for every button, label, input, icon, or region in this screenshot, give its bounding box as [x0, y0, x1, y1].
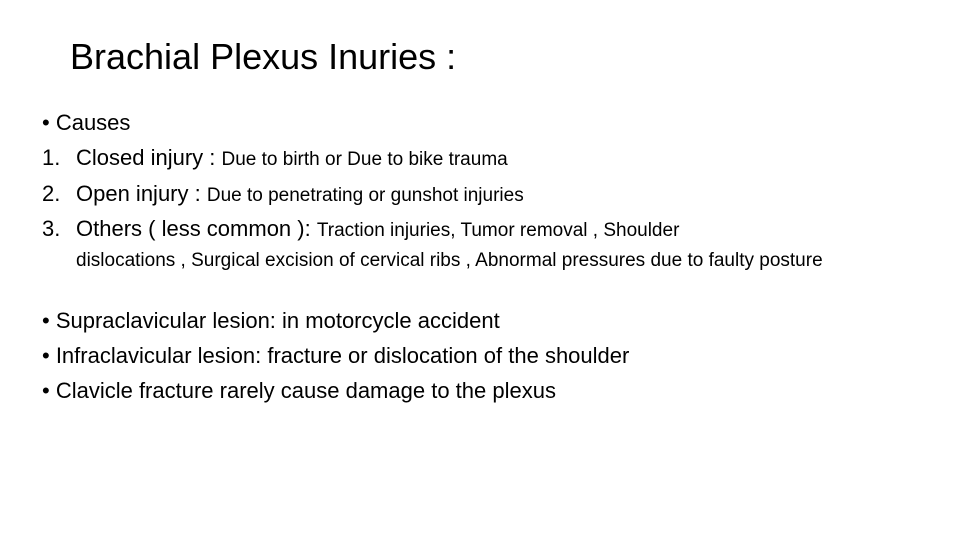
cause-item-2: 2.Open injury : Due to penetrating or gu… — [40, 177, 920, 211]
slide-content: • Causes 1.Closed injury : Due to birth … — [40, 106, 920, 407]
item-sub: Due to penetrating or gunshot injuries — [207, 185, 524, 206]
cause-item-3-continuation: dislocations , Surgical excision of cerv… — [76, 248, 920, 275]
lesion-bullet-2: • Infraclavicular lesion: fracture or di… — [40, 339, 920, 372]
item-number: 3. — [42, 212, 76, 245]
causes-heading: • Causes — [40, 106, 920, 139]
item-number: 1. — [42, 141, 76, 174]
slide-title: Brachial Plexus Inuries : — [70, 36, 920, 78]
item-main: Others ( less common ): — [76, 216, 317, 241]
item-sub: Due to birth or Due to bike trauma — [222, 149, 508, 170]
item-main: Closed injury : — [76, 145, 222, 170]
cause-item-1: 1.Closed injury : Due to birth or Due to… — [40, 141, 920, 175]
lesion-bullet-3: • Clavicle fracture rarely cause damage … — [40, 374, 920, 407]
item-number: 2. — [42, 177, 76, 210]
lesion-bullet-1: • Supraclavicular lesion: in motorcycle … — [40, 304, 920, 337]
cause-item-3: 3.Others ( less common ): Traction injur… — [40, 212, 920, 246]
slide-container: Brachial Plexus Inuries : • Causes 1.Clo… — [0, 0, 960, 540]
spacer — [40, 276, 920, 304]
item-main: Open injury : — [76, 181, 207, 206]
item-sub: Traction injuries, Tumor removal , Shoul… — [317, 220, 680, 241]
